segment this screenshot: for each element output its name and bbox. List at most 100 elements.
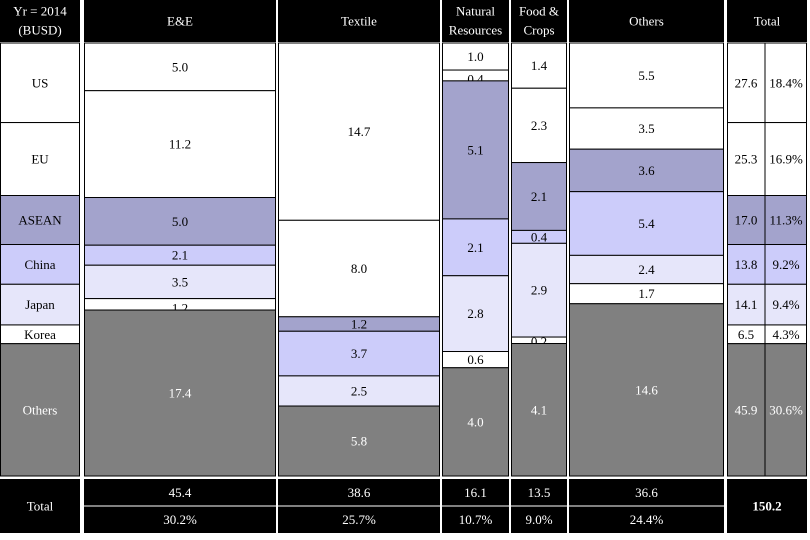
row-total-cell-us xyxy=(727,42,807,124)
series-label-us: US xyxy=(32,75,49,90)
series-label-cell-others xyxy=(0,343,80,477)
segment-textile-us xyxy=(278,42,440,221)
segment-value-food-asean: 2.1 xyxy=(531,189,547,204)
segment-food-eu xyxy=(511,87,567,164)
segment-value-others-others: 14.6 xyxy=(635,382,658,397)
segment-value-textile-japan: 3.7 xyxy=(351,346,368,361)
total-row-label-cell xyxy=(0,479,80,533)
segment-ee-asean xyxy=(84,197,276,246)
segment-natres-others xyxy=(442,367,509,477)
corner-year-label: Yr = 2014 xyxy=(13,4,67,19)
row-total-value-others: 45.9 xyxy=(735,402,758,417)
column-header-label-others: Others xyxy=(629,14,664,29)
segment-natres-china xyxy=(442,218,509,277)
total-column-header xyxy=(727,0,807,42)
column-header-label-textile: Textile xyxy=(341,14,377,29)
row-total-share-others: 30.6% xyxy=(769,402,803,417)
segment-value-others-eu: 3.5 xyxy=(638,121,654,136)
segment-others-china xyxy=(569,191,724,256)
column-total-share-others: 24.4% xyxy=(630,512,664,527)
column-header-label-food-1: Food & xyxy=(519,4,559,19)
series-label-cell-eu xyxy=(0,122,80,197)
column-header-label-ee: E&E xyxy=(167,14,193,29)
segment-others-us xyxy=(569,42,724,109)
column-header-textile xyxy=(278,0,440,42)
row-total-share-korea: 4.3% xyxy=(772,327,799,342)
column-header-label-natres-2: Resources xyxy=(449,23,502,38)
segment-value-ee-asean: 5.0 xyxy=(172,214,188,229)
row-total-cell-others xyxy=(727,343,807,477)
segment-value-food-eu: 2.3 xyxy=(531,118,547,133)
segment-value-food-china: 0.4 xyxy=(531,229,548,244)
row-total-value-china: 13.8 xyxy=(735,257,758,272)
row-total-value-japan: 14.1 xyxy=(735,297,758,312)
segment-natres-us xyxy=(442,42,509,71)
segment-others-eu xyxy=(569,107,724,150)
row-total-value-korea: 6.5 xyxy=(738,327,754,342)
column-header-food xyxy=(511,0,567,42)
corner-unit-label: (BUSD) xyxy=(18,23,61,38)
series-label-cell-us xyxy=(0,42,80,124)
segment-value-others-china: 5.4 xyxy=(638,216,655,231)
row-total-share-japan: 9.4% xyxy=(772,297,799,312)
row-total-share-china: 9.2% xyxy=(772,257,799,272)
segment-value-ee-eu: 11.2 xyxy=(169,137,191,152)
segment-value-textile-us: 14.7 xyxy=(348,124,371,139)
series-label-japan: Japan xyxy=(25,297,55,312)
column-header-natres xyxy=(442,0,509,42)
segment-value-food-others: 4.1 xyxy=(531,402,547,417)
segment-value-food-japan: 2.9 xyxy=(531,283,547,298)
row-total-cell-eu xyxy=(727,122,807,197)
segment-value-natres-korea: 0.6 xyxy=(467,352,484,367)
series-label-china: China xyxy=(24,257,55,272)
segment-food-others xyxy=(511,343,567,477)
segment-food-us xyxy=(511,42,567,89)
series-label-cell-china xyxy=(0,244,80,285)
segment-value-natres-china: 2.1 xyxy=(467,240,483,255)
column-total-value-natres: 16.1 xyxy=(464,485,487,500)
total-row-label: Total xyxy=(27,499,54,514)
column-header-others xyxy=(569,0,724,42)
row-total-value-us: 27.6 xyxy=(735,75,758,90)
segment-value-natres-asean: 5.1 xyxy=(467,142,483,157)
segment-value-natres-us: 1.0 xyxy=(467,49,483,64)
row-total-share-us: 18.4% xyxy=(769,75,803,90)
segment-value-natres-others: 4.0 xyxy=(467,414,483,429)
column-header-ee xyxy=(84,0,276,42)
series-label-eu: EU xyxy=(31,152,49,167)
segment-natres-asean xyxy=(442,80,509,220)
series-label-cell-japan xyxy=(0,283,80,326)
series-label-asean: ASEAN xyxy=(18,213,62,228)
segment-value-others-japan: 2.4 xyxy=(638,262,655,277)
segment-value-natres-japan: 2.8 xyxy=(467,306,483,321)
column-total-share-textile: 25.7% xyxy=(342,512,376,527)
segment-ee-us xyxy=(84,42,276,92)
series-label-cell-asean xyxy=(0,195,80,246)
segment-ee-others xyxy=(84,309,276,477)
segment-value-textile-asean: 8.0 xyxy=(351,261,367,276)
row-total-value-asean: 17.0 xyxy=(735,213,758,228)
column-total-share-natres: 10.7% xyxy=(459,512,493,527)
segment-value-textile-others: 5.8 xyxy=(351,434,367,449)
column-total-value-ee: 45.4 xyxy=(169,485,192,500)
segment-value-others-us: 5.5 xyxy=(638,68,654,83)
column-header-label-food-2: Crops xyxy=(523,23,554,38)
segment-value-textile-china: 1.2 xyxy=(351,317,367,332)
corner-header xyxy=(0,0,80,42)
column-total-value-others: 36.6 xyxy=(635,485,658,500)
segment-textile-asean xyxy=(278,219,440,318)
segment-textile-korea xyxy=(278,375,440,407)
row-total-share-asean: 11.3% xyxy=(769,213,802,228)
row-total-share-eu: 16.9% xyxy=(769,152,803,167)
column-total-share-ee: 30.2% xyxy=(163,512,197,527)
segment-others-others xyxy=(569,303,724,477)
segment-textile-others xyxy=(278,405,440,477)
segment-value-ee-us: 5.0 xyxy=(172,59,188,74)
segment-value-ee-japan: 3.5 xyxy=(172,274,188,289)
column-header-label-natres-1: Natural xyxy=(456,4,495,19)
segment-textile-japan xyxy=(278,330,440,377)
series-label-others: Others xyxy=(23,402,58,417)
segment-others-asean xyxy=(569,148,724,193)
